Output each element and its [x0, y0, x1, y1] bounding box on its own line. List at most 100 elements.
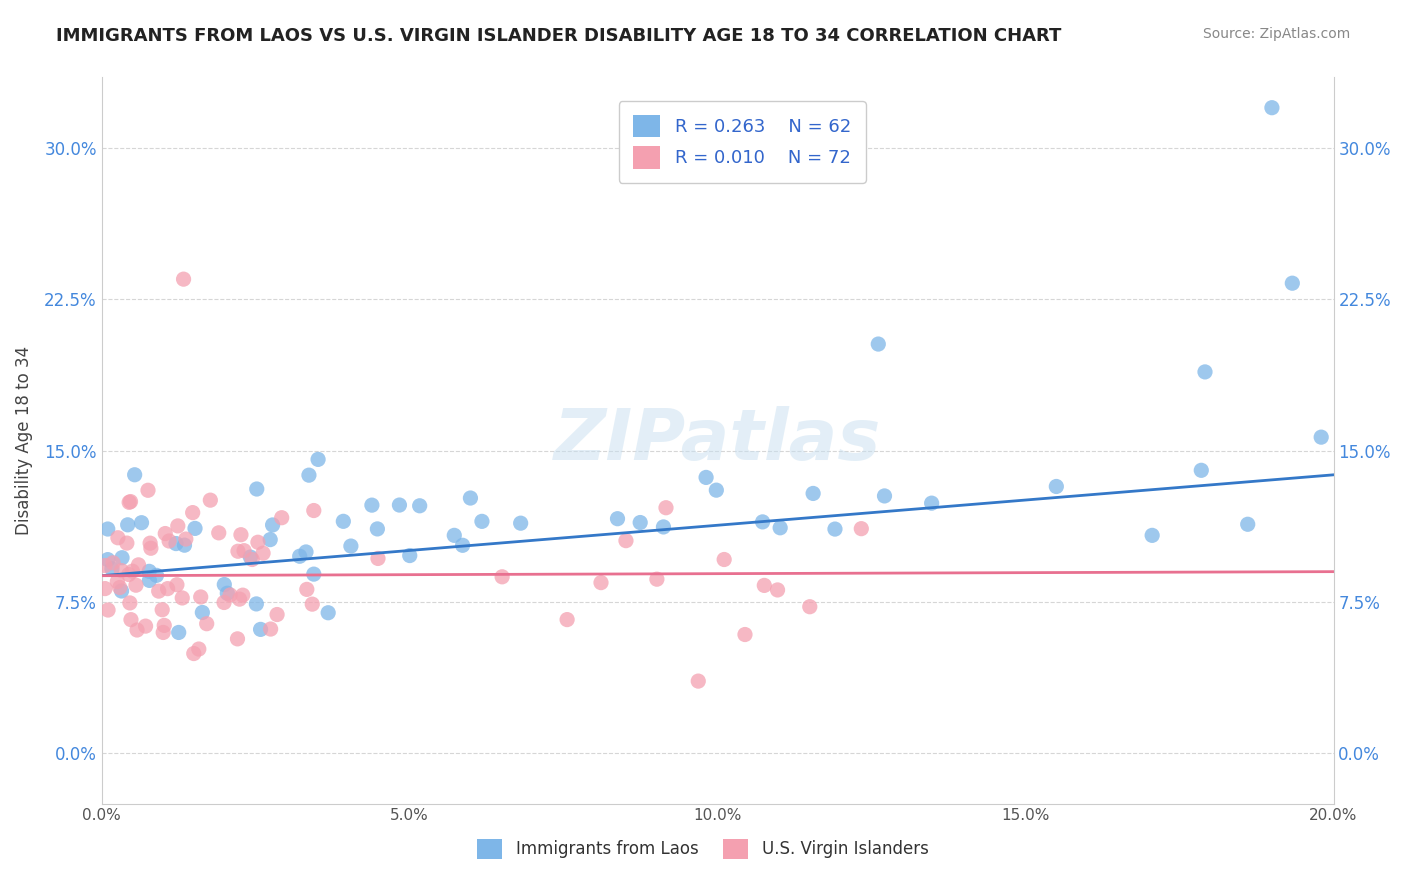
U.S. Virgin Islanders	[302, 503, 325, 517]
U.S. Virgin Islanders	[754, 578, 776, 592]
Immigrants from Laos	[184, 521, 207, 535]
Legend: Immigrants from Laos, U.S. Virgin Islanders: Immigrants from Laos, U.S. Virgin Island…	[471, 832, 935, 866]
Immigrants from Laos	[1140, 528, 1163, 542]
Immigrants from Laos	[408, 499, 430, 513]
U.S. Virgin Islanders	[259, 622, 281, 636]
Immigrants from Laos	[921, 496, 943, 510]
Immigrants from Laos	[769, 521, 792, 535]
Immigrants from Laos	[695, 470, 717, 484]
U.S. Virgin Islanders	[156, 582, 179, 596]
U.S. Virgin Islanders	[139, 536, 162, 550]
U.S. Virgin Islanders	[614, 533, 637, 548]
Immigrants from Laos	[652, 520, 675, 534]
Immigrants from Laos	[332, 514, 354, 528]
U.S. Virgin Islanders	[555, 613, 578, 627]
Immigrants from Laos	[165, 536, 187, 550]
U.S. Virgin Islanders	[688, 674, 710, 689]
Immigrants from Laos	[110, 584, 132, 599]
U.S. Virgin Islanders	[125, 578, 148, 592]
Immigrants from Laos	[824, 522, 846, 536]
U.S. Virgin Islanders	[246, 535, 269, 549]
U.S. Virgin Islanders	[183, 647, 205, 661]
Immigrants from Laos	[751, 515, 773, 529]
U.S. Virgin Islanders	[181, 506, 204, 520]
Immigrants from Laos	[460, 491, 482, 505]
U.S. Virgin Islanders	[121, 564, 143, 578]
U.S. Virgin Islanders	[766, 582, 789, 597]
Text: Source: ZipAtlas.com: Source: ZipAtlas.com	[1202, 27, 1350, 41]
Immigrants from Laos	[340, 539, 363, 553]
Immigrants from Laos	[295, 545, 318, 559]
Immigrants from Laos	[873, 489, 896, 503]
U.S. Virgin Islanders	[115, 536, 138, 550]
U.S. Virgin Islanders	[174, 532, 197, 546]
U.S. Virgin Islanders	[105, 574, 128, 589]
U.S. Virgin Islanders	[232, 588, 254, 602]
Immigrants from Laos	[191, 606, 214, 620]
Text: ZIPatlas: ZIPatlas	[554, 406, 882, 475]
Immigrants from Laos	[262, 518, 284, 533]
U.S. Virgin Islanders	[108, 581, 131, 595]
U.S. Virgin Islanders	[125, 623, 148, 637]
Immigrants from Laos	[316, 606, 339, 620]
Immigrants from Laos	[704, 483, 727, 498]
Immigrants from Laos	[249, 623, 271, 637]
U.S. Virgin Islanders	[152, 625, 174, 640]
U.S. Virgin Islanders	[367, 551, 389, 566]
U.S. Virgin Islanders	[155, 526, 177, 541]
U.S. Virgin Islanders	[139, 541, 162, 556]
U.S. Virgin Islanders	[172, 591, 194, 605]
U.S. Virgin Islanders	[110, 564, 132, 578]
Immigrants from Laos	[361, 498, 384, 512]
U.S. Virgin Islanders	[118, 495, 141, 509]
Immigrants from Laos	[246, 482, 269, 496]
U.S. Virgin Islanders	[252, 546, 274, 560]
Immigrants from Laos	[398, 549, 420, 563]
Immigrants from Laos	[145, 568, 167, 582]
Immigrants from Laos	[471, 514, 494, 528]
U.S. Virgin Islanders	[173, 272, 195, 286]
U.S. Virgin Islanders	[851, 522, 873, 536]
Immigrants from Laos	[131, 516, 153, 530]
Immigrants from Laos	[1281, 276, 1303, 290]
U.S. Virgin Islanders	[226, 544, 249, 558]
Immigrants from Laos	[138, 565, 160, 579]
U.S. Virgin Islanders	[301, 597, 323, 611]
U.S. Virgin Islanders	[127, 558, 149, 572]
Text: IMMIGRANTS FROM LAOS VS U.S. VIRGIN ISLANDER DISABILITY AGE 18 TO 34 CORRELATION: IMMIGRANTS FROM LAOS VS U.S. VIRGIN ISLA…	[56, 27, 1062, 45]
U.S. Virgin Islanders	[200, 493, 222, 508]
U.S. Virgin Islanders	[97, 603, 120, 617]
Immigrants from Laos	[307, 452, 329, 467]
Immigrants from Laos	[1236, 517, 1258, 532]
Immigrants from Laos	[1194, 365, 1216, 379]
Immigrants from Laos	[259, 533, 281, 547]
U.S. Virgin Islanders	[157, 533, 180, 548]
Immigrants from Laos	[1310, 430, 1333, 444]
Immigrants from Laos	[239, 550, 262, 565]
U.S. Virgin Islanders	[101, 556, 124, 570]
Immigrants from Laos	[217, 586, 239, 600]
Immigrants from Laos	[1189, 463, 1212, 477]
Immigrants from Laos	[302, 567, 325, 582]
U.S. Virgin Islanders	[166, 519, 188, 533]
U.S. Virgin Islanders	[135, 619, 157, 633]
Immigrants from Laos	[245, 597, 267, 611]
U.S. Virgin Islanders	[799, 599, 821, 614]
Legend: R = 0.263    N = 62, R = 0.010    N = 72: R = 0.263 N = 62, R = 0.010 N = 72	[619, 101, 866, 183]
Immigrants from Laos	[388, 498, 411, 512]
U.S. Virgin Islanders	[195, 616, 218, 631]
U.S. Virgin Islanders	[190, 590, 212, 604]
Immigrants from Laos	[298, 468, 321, 483]
Immigrants from Laos	[97, 552, 120, 566]
Immigrants from Laos	[173, 538, 195, 552]
U.S. Virgin Islanders	[240, 552, 263, 566]
U.S. Virgin Islanders	[107, 531, 129, 545]
U.S. Virgin Islanders	[94, 582, 117, 596]
Immigrants from Laos	[124, 467, 146, 482]
Immigrants from Laos	[97, 522, 120, 536]
U.S. Virgin Islanders	[118, 567, 141, 582]
Immigrants from Laos	[366, 522, 388, 536]
U.S. Virgin Islanders	[229, 527, 252, 541]
Immigrants from Laos	[801, 486, 824, 500]
Immigrants from Laos	[868, 337, 890, 351]
